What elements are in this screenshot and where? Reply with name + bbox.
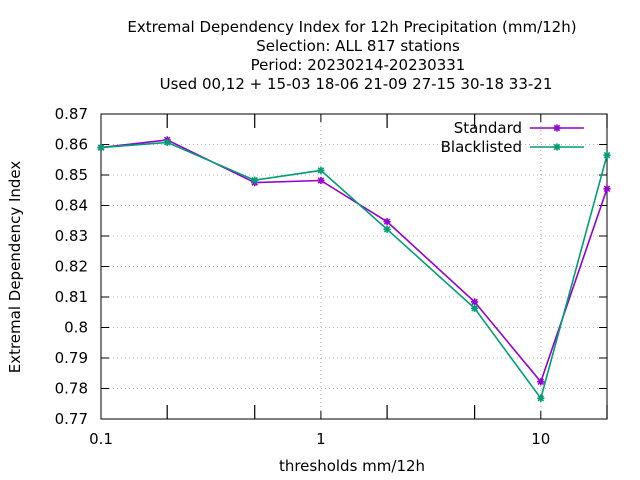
series-line-standard — [100, 139, 608, 384]
y-tick-label: 0.84 — [55, 197, 88, 215]
y-tick-label: 0.86 — [55, 136, 88, 154]
series-standard — [97, 136, 611, 386]
data-point-standard — [383, 218, 391, 226]
data-point-standard — [317, 176, 325, 185]
y-tick-label: 0.85 — [55, 166, 88, 184]
grid — [101, 114, 607, 419]
data-point-blacklisted — [537, 394, 545, 402]
x-tick-labels: 0.1 1 10 — [89, 430, 550, 448]
series-line-blacklisted — [100, 141, 608, 401]
y-tick-label: 0.82 — [55, 258, 88, 276]
y-tick-label: 0.79 — [55, 349, 88, 367]
y-tick-label: 0.78 — [55, 380, 88, 398]
legend-marker-standard — [553, 124, 561, 132]
title-line-4: Used 00,12 + 15-03 18-06 21-09 27-15 30-… — [160, 75, 553, 93]
x-tick-label: 0.1 — [89, 430, 113, 448]
x-tick-label: 1 — [316, 430, 326, 448]
series-blacklisted — [97, 138, 611, 402]
data-point-blacklisted — [97, 143, 105, 152]
legend-label-standard: Standard — [454, 119, 522, 137]
y-tick-label: 0.8 — [64, 319, 88, 337]
y-tick-label: 0.83 — [55, 227, 88, 245]
x-tick-label: 10 — [531, 430, 550, 448]
y-tick-label: 0.77 — [55, 410, 88, 428]
x-axis-label: thresholds mm/12h — [279, 457, 425, 475]
title-line-1: Extremal Dependency Index for 12h Precip… — [127, 18, 576, 36]
data-point-standard — [603, 185, 611, 193]
legend-label-blacklisted: Blacklisted — [441, 138, 522, 156]
chart-title: Extremal Dependency Index for 12h Precip… — [127, 18, 576, 93]
data-point-standard — [471, 298, 479, 306]
data-point-blacklisted — [317, 166, 325, 175]
y-tick-label: 0.87 — [55, 105, 88, 123]
data-point-blacklisted — [383, 225, 391, 233]
y-tick-labels: 0.77 0.78 0.79 0.8 0.81 0.82 0.83 0.84 0.85 0.86 0… — [55, 105, 88, 428]
data-point-blacklisted — [603, 151, 611, 159]
y-tick-label: 0.81 — [55, 288, 88, 306]
data-point-blacklisted — [471, 304, 479, 312]
title-line-2: Selection: ALL 817 stations — [256, 37, 460, 55]
legend-marker-blacklisted — [553, 143, 561, 151]
y-axis-label: Extremal Dependency Index — [6, 161, 24, 374]
axis-ticks — [100, 113, 608, 420]
data-point-blacklisted — [163, 138, 171, 146]
title-line-3: Period: 20230214-20230331 — [251, 56, 466, 74]
series-layer — [97, 136, 611, 402]
data-point-blacklisted — [251, 176, 259, 184]
data-point-standard — [537, 378, 545, 386]
